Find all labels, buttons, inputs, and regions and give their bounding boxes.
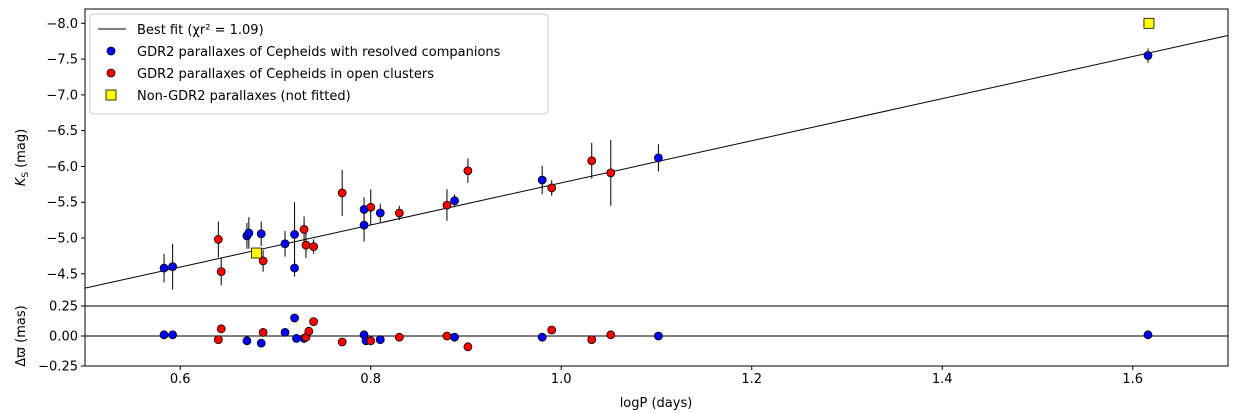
y-tick-label: −4.5 [46, 267, 78, 282]
y-tick-label: −5.0 [46, 232, 78, 247]
residual-point [442, 331, 452, 341]
y-tick-label: −6.5 [46, 124, 78, 139]
y-tick-label: 0.00 [49, 330, 78, 345]
residual-point [366, 336, 376, 346]
residual-point [216, 324, 226, 334]
legend-marker [105, 89, 117, 101]
data-point [216, 267, 226, 277]
y-tick-label: 0.25 [49, 300, 78, 315]
x-tick-label: 1.4 [932, 372, 953, 387]
data-point [290, 263, 299, 273]
data-point [309, 242, 319, 252]
data-point [1143, 51, 1153, 60]
residual-point [304, 326, 314, 336]
residual-point [1143, 330, 1153, 340]
residual-point [375, 335, 385, 345]
data-point [280, 239, 290, 249]
data-point [299, 225, 309, 234]
data-point [337, 188, 347, 198]
x-axis-label: logP (days) [620, 396, 693, 411]
residual-point [159, 330, 169, 340]
data-point-square [1143, 17, 1155, 29]
residual-point [547, 325, 557, 335]
bottom-panel: 0.25 0.00 −0.25 Δϖ (mas) 0.6 0.8 1.0 1.2 1.4 1.6 [14, 300, 1229, 387]
residual-point [258, 327, 268, 337]
residual-point [606, 330, 616, 340]
data-point [359, 220, 369, 230]
data-point [301, 240, 311, 250]
y-tick-label: −5.5 [46, 196, 78, 211]
data-point [463, 166, 473, 176]
legend: Best fit (χr² = 1.09) GDR2 parallaxes of … [89, 13, 549, 115]
residual-point [463, 342, 473, 352]
residual-point [168, 330, 178, 340]
residual-point [256, 338, 266, 348]
data-point [258, 256, 268, 266]
residual-point [292, 333, 301, 343]
y-tick-label: −7.5 [46, 53, 78, 68]
legend-label: Best fit (χr² = 1.09) [137, 23, 264, 38]
x-tick-label: 0.8 [360, 372, 381, 387]
data-point [290, 230, 299, 239]
data-point [606, 168, 616, 178]
legend-label: GDR2 parallaxes of Cepheids in open clus… [137, 67, 434, 82]
data-point [256, 229, 266, 239]
residual-point [337, 337, 347, 347]
data-point [587, 156, 597, 166]
x-tick-label: 1.2 [741, 372, 762, 387]
data-point [547, 183, 557, 193]
data-point [244, 228, 254, 238]
y-tick-label: −6.0 [46, 160, 78, 175]
legend-label: Non-GDR2 parallaxes (not fitted) [137, 89, 351, 104]
legend-box [89, 13, 549, 115]
top-y-axis-label: KS (mag) [14, 129, 31, 186]
residual-point [537, 332, 547, 342]
data-point [159, 263, 169, 273]
residual-point [450, 332, 459, 342]
data-point [375, 208, 385, 218]
residual-point [654, 331, 663, 341]
residual-point [587, 335, 597, 345]
y-tick-label: −7.0 [46, 88, 78, 103]
data-point [450, 196, 459, 206]
residual-point [242, 336, 252, 346]
y-tick-label: −0.25 [38, 360, 78, 375]
data-point [442, 200, 452, 210]
data-point [168, 262, 178, 272]
x-tick-label: 0.6 [170, 372, 191, 387]
bottom-y-axis-label: Δϖ (mas) [14, 305, 29, 366]
data-point [654, 153, 663, 163]
residual-point [280, 327, 290, 337]
data-point [213, 235, 223, 244]
legend-marker [106, 46, 116, 56]
data-point-square [251, 247, 262, 259]
x-tick-label: 1.6 [1122, 372, 1143, 387]
residual-point [213, 335, 223, 345]
residual-point [309, 317, 319, 327]
x-tick-label: 1.0 [551, 372, 572, 387]
legend-marker [106, 68, 116, 78]
data-point [394, 208, 404, 218]
residual-point [290, 313, 299, 323]
legend-label: GDR2 parallaxes of Cepheids with resolve… [137, 45, 501, 60]
y-tick-label: −8.0 [46, 17, 78, 32]
data-point [366, 202, 376, 212]
top-panel: −8.0 −7.5 −7.0 −6.5 −6.0 −5.5 −5.0 −4.5 KS (mag) [14, 8, 1229, 307]
data-point [537, 175, 547, 185]
residual-point [394, 332, 404, 342]
